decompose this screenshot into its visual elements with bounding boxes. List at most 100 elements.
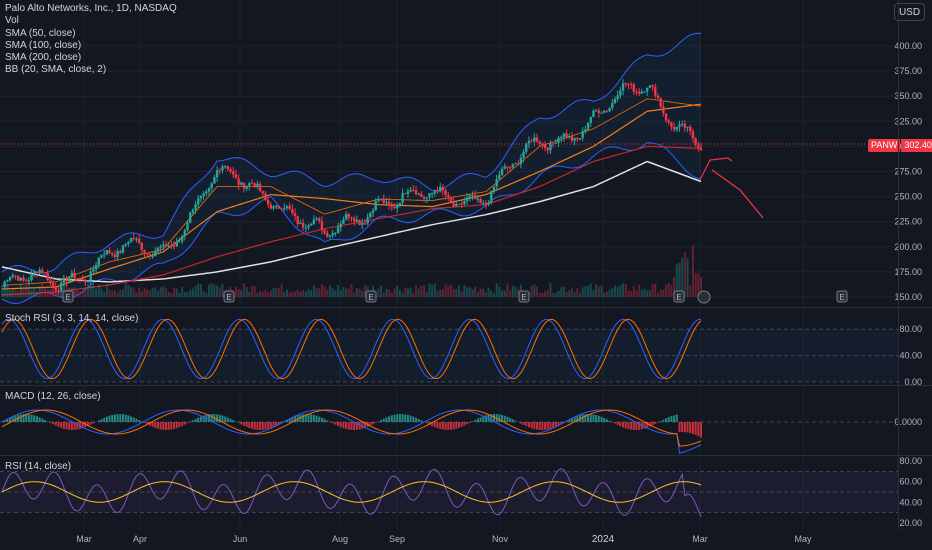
macd-histogram-bar (221, 415, 224, 422)
macd-histogram-bar (46, 421, 49, 422)
candle-body (409, 189, 412, 192)
candle-body (691, 131, 695, 139)
macd-histogram-bar (667, 417, 670, 422)
volume-bar (538, 292, 541, 297)
candle-body (664, 113, 668, 121)
candle-body (511, 164, 515, 168)
candle-body (530, 140, 533, 142)
volume-bar (108, 289, 111, 297)
currency-button[interactable]: USD (894, 3, 925, 21)
candle-body (132, 237, 135, 240)
macd-histogram-bar (581, 414, 584, 422)
volume-bar (237, 289, 240, 297)
volume-bar (498, 286, 501, 297)
volume-bar (76, 289, 79, 297)
volume-bar (428, 283, 431, 297)
volume-bar (315, 288, 318, 297)
candle-body (269, 204, 273, 209)
macd-histogram-bar (573, 417, 576, 422)
candle-body (611, 103, 614, 108)
candle-body (616, 95, 619, 99)
earnings-marker-icon (365, 290, 377, 303)
candle-body (207, 188, 211, 192)
candle-body (248, 183, 251, 186)
macd-histogram-bar (41, 418, 44, 422)
earnings-marker-icon (836, 290, 848, 303)
volume-bar (33, 287, 36, 297)
macd-histogram-bar (662, 419, 665, 422)
macd-histogram-bar (568, 419, 571, 422)
volume-bar (439, 289, 442, 297)
sma200-line (1, 160, 702, 283)
candle-body (100, 255, 103, 258)
macd-histogram-bar (272, 422, 275, 427)
candle-body (119, 251, 122, 253)
volume-bar (458, 285, 461, 297)
macd-line (1, 409, 702, 454)
macd-label: MACD (12, 26, close) (5, 391, 101, 402)
candle-body (105, 250, 109, 255)
candle-body (283, 208, 286, 210)
macd-histogram-bar (9, 417, 12, 422)
pane-separator-macd[interactable] (0, 385, 932, 386)
volume-bar (135, 292, 138, 297)
stoch-legend: Stoch RSI (3, 3, 14, 14, close) (5, 313, 138, 325)
volume-bar (398, 289, 401, 297)
volume-bar (691, 245, 694, 297)
macd-histogram-bar (630, 422, 633, 430)
earnings-marker-letter: E (65, 293, 70, 302)
price-tick-label: 225.00 (894, 217, 922, 227)
macd-histogram-bar (479, 417, 482, 422)
macd-histogram-bar (576, 416, 579, 422)
bollinger-basis-line (1, 98, 702, 286)
macd-histogram-bar (194, 418, 197, 422)
pane-separator-stoch[interactable] (0, 307, 932, 308)
pane-separator-rsi[interactable] (0, 455, 932, 456)
macd-histogram-bar (441, 422, 444, 430)
macd-histogram-bar (624, 422, 627, 429)
volume-bar (87, 283, 90, 297)
candle-body (16, 276, 20, 281)
candle-body (22, 277, 25, 281)
macd-histogram-bar (170, 422, 173, 430)
candle-body (336, 227, 340, 234)
candle-body (172, 245, 176, 247)
candle-body (24, 280, 28, 282)
volume-bar (208, 284, 211, 297)
macd-histogram-bar (294, 416, 297, 422)
volume-bar (280, 283, 283, 297)
volume-bar (431, 285, 434, 297)
candle-body (226, 166, 230, 170)
volume-bar (121, 289, 124, 297)
volume-bar (627, 290, 630, 297)
candle-body (455, 204, 458, 207)
rsi-tick-label: 40.00 (899, 497, 922, 507)
candle-body (358, 219, 361, 225)
volume-bar (148, 290, 151, 297)
bollinger-fill (2, 33, 701, 304)
candle-body (312, 219, 316, 224)
price-tick-label: 175.00 (894, 267, 922, 277)
volume-bar (253, 285, 256, 297)
macd-histogram-bar (466, 422, 469, 425)
candle-body (143, 249, 146, 253)
volume-bar (326, 289, 329, 297)
macd-histogram-bar (181, 422, 184, 426)
volume-bar (186, 292, 189, 297)
macd-histogram-bar (202, 415, 205, 422)
candle-body (245, 185, 248, 189)
volume-bar (197, 283, 200, 297)
volume-bar (665, 284, 668, 297)
macd-histogram-bar (304, 414, 307, 422)
volume-bar (170, 292, 173, 297)
volume-bar (466, 287, 469, 297)
macd-histogram-bar (595, 415, 598, 422)
volume-bar (385, 289, 388, 297)
volume-bar (503, 290, 506, 297)
macd-histogram-bar (19, 414, 22, 422)
macd-histogram-bar (25, 414, 28, 422)
candle-body (465, 197, 469, 201)
volume-bar (81, 291, 84, 297)
volume-bar (269, 290, 272, 297)
